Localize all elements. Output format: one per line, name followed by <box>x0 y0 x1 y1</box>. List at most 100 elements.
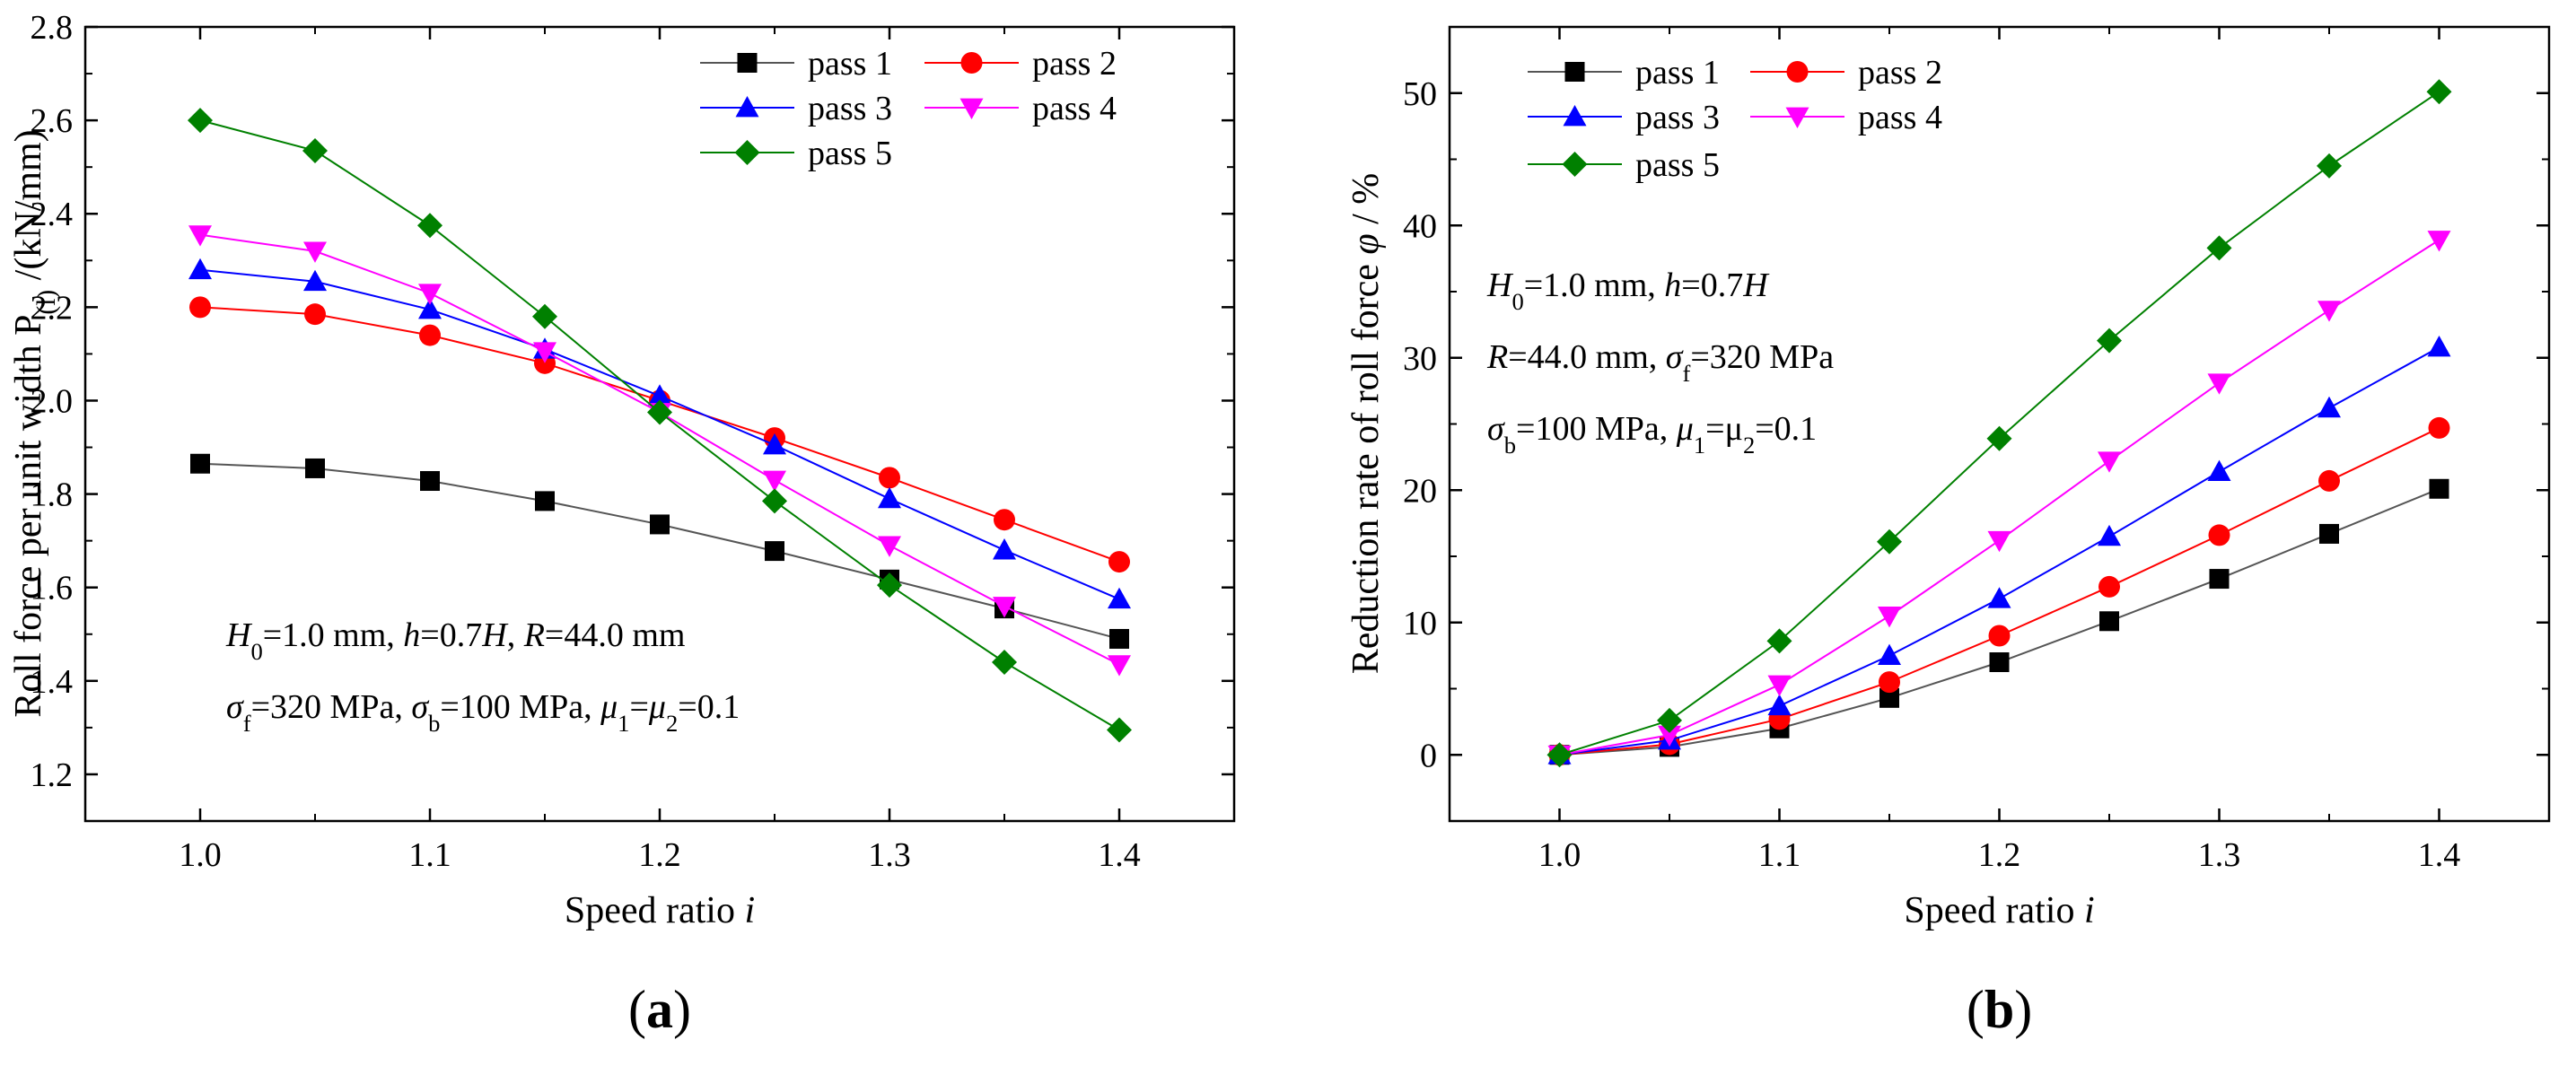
panel-label: (a) <box>628 980 691 1039</box>
data-point <box>1658 725 1681 747</box>
y-tick-label: 1.2 <box>31 756 74 794</box>
data-point <box>2209 569 2230 590</box>
data-point <box>650 514 670 535</box>
data-point <box>2318 396 2341 418</box>
data-point <box>419 324 441 346</box>
legend-label: pass 3 <box>1635 99 1720 136</box>
panel-label: (b) <box>1967 980 2032 1039</box>
y-tick-label: 1.4 <box>31 663 74 701</box>
data-point <box>1109 628 1129 649</box>
data-point <box>190 453 210 474</box>
x-tick-label: 1.2 <box>638 836 681 874</box>
data-point <box>420 471 440 492</box>
x-tick-label: 1.2 <box>1978 836 2021 874</box>
x-tick-label: 1.3 <box>2198 836 2241 874</box>
legend-item: pass 2 <box>1750 54 1942 92</box>
data-point <box>305 458 325 478</box>
data-point <box>2099 611 2119 632</box>
x-tick-label: 1.0 <box>179 836 222 874</box>
legend-label: pass 2 <box>1032 45 1117 83</box>
data-point <box>1879 671 1900 694</box>
data-point <box>2206 235 2232 261</box>
data-point <box>994 509 1015 531</box>
data-point <box>1879 687 1899 708</box>
panel-b-chart: 1.0 1.1 1.2 1.3 1.4 0 10 20 30 40 50 Speed ratio i R… <box>1345 25 2551 1039</box>
data-point <box>2207 373 2231 395</box>
data-point <box>2427 335 2451 357</box>
series-pass-3 <box>188 258 1131 609</box>
parameter-annotation: σb=100 MPa, μ1=μ2=0.1 <box>1487 410 1817 459</box>
data-point <box>2097 328 2122 354</box>
legend-item: pass 1 <box>700 45 892 83</box>
legend-marker <box>960 52 983 74</box>
parameter-annotation: R=44.0 mm, σf=320 MPa <box>1486 338 1834 387</box>
legend-marker <box>734 140 760 165</box>
x-axis-label: Speed ratio i <box>1904 890 2094 931</box>
y-tick-label: 10 <box>1403 605 1437 642</box>
legend-marker <box>1564 62 1585 82</box>
x-tick-label: 1.4 <box>2418 836 2461 874</box>
data-point <box>763 470 786 492</box>
legend: pass 1 pass 2 pass 3 pass 4 pass 5 <box>1528 54 1942 184</box>
data-point <box>2098 451 2121 473</box>
legend-item: pass 4 <box>924 90 1117 127</box>
data-point <box>1988 625 2011 647</box>
data-point <box>879 467 900 489</box>
data-point <box>2207 459 2231 481</box>
data-point <box>1546 742 1573 768</box>
data-point <box>1108 551 1130 573</box>
y-tick-label: 20 <box>1403 472 1437 510</box>
series-line <box>1559 239 2440 756</box>
data-point <box>1766 628 1792 654</box>
legend-marker <box>737 53 758 73</box>
legend-item: pass 3 <box>1528 99 1720 136</box>
data-point <box>533 342 556 363</box>
x-tick-label: 1.1 <box>408 836 451 874</box>
data-point <box>417 213 442 239</box>
data-point <box>535 491 555 511</box>
data-point <box>532 303 557 329</box>
legend-label: pass 5 <box>808 135 892 172</box>
data-point <box>303 241 327 263</box>
legend-item: pass 3 <box>700 90 892 127</box>
data-point <box>304 303 326 326</box>
series-pass-5 <box>188 108 1132 743</box>
data-point <box>762 488 787 514</box>
data-point <box>303 269 327 292</box>
data-point <box>2428 416 2450 439</box>
data-point <box>647 399 672 425</box>
series-pass-4 <box>1547 231 2451 767</box>
legend-label: pass 2 <box>1858 54 1942 92</box>
y-tick-label: 30 <box>1403 340 1437 378</box>
data-point <box>1878 643 1901 666</box>
data-point <box>418 284 442 305</box>
data-point <box>418 297 442 319</box>
legend-label: pass 5 <box>1635 146 1720 184</box>
legend-label: pass 4 <box>1032 90 1117 127</box>
series-line <box>199 233 1120 666</box>
data-point <box>878 536 901 557</box>
data-point <box>2426 79 2452 105</box>
data-point <box>648 384 671 406</box>
panel-a-chart: 1.0 1.1 1.2 1.3 1.4 1.2 1.4 1.6 1.8 2.0 2.2 2.4 2.6 2… <box>8 9 1236 1039</box>
y-tick-label: 2.0 <box>31 382 74 420</box>
series-pass-1 <box>1549 478 2449 765</box>
data-point <box>877 572 902 599</box>
data-point <box>1987 530 2011 553</box>
data-point <box>1989 652 2010 672</box>
parameter-annotation: σf=320 MPa, σb=100 MPa, μ1=μ2=0.1 <box>226 688 740 737</box>
data-point <box>2098 575 2120 598</box>
legend-item: pass 5 <box>700 135 892 172</box>
data-point <box>2318 301 2341 322</box>
data-point <box>1108 587 1131 609</box>
series-pass-1 <box>190 453 1129 649</box>
y-tick-label: 1.8 <box>31 476 74 514</box>
data-point <box>1767 694 1792 716</box>
legend-item: pass 2 <box>924 45 1117 83</box>
y-tick-label: 50 <box>1403 75 1437 113</box>
data-point <box>1986 425 2012 451</box>
legend-label: pass 1 <box>808 45 892 83</box>
legend-marker <box>1785 107 1809 128</box>
data-point <box>188 108 213 134</box>
